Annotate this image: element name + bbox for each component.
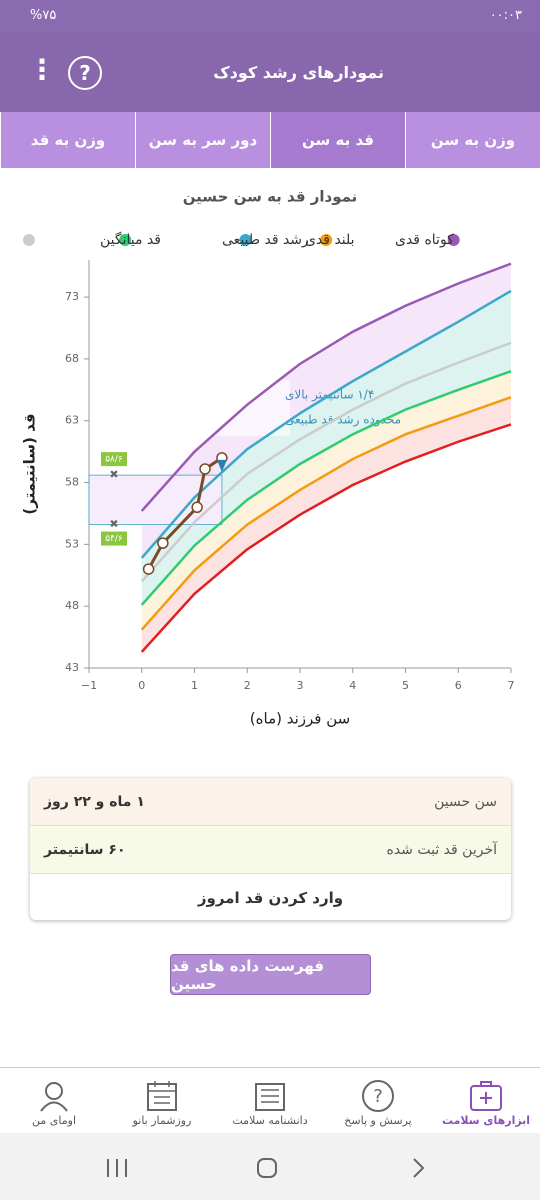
legend-swatch bbox=[447, 234, 460, 246]
band-fill bbox=[141, 371, 511, 630]
x-tick-label: 3 bbox=[297, 679, 304, 692]
x-tick-label: −1 bbox=[81, 679, 97, 692]
system-nav-icons bbox=[107, 1158, 425, 1178]
nav-label: ابزارهای سلامت bbox=[441, 1114, 531, 1127]
tab[interactable]: وزن به قد bbox=[0, 112, 135, 168]
x-tick-label: 1 bbox=[191, 679, 198, 692]
system-nav bbox=[0, 1133, 540, 1200]
nav-icon bbox=[470, 1081, 502, 1111]
range-label: ۵۸/۶ bbox=[105, 455, 123, 465]
app-header: ⋮ ? نمودارهای رشد کودک bbox=[0, 33, 540, 112]
battery: %۷۵ bbox=[30, 8, 57, 23]
nav-icon bbox=[147, 1081, 177, 1111]
legend-label: بلند قدی bbox=[305, 232, 355, 248]
bottom-nav: ابزارهای سلامت ? پرسش و پاسخ دانشنامه سل… bbox=[0, 1067, 540, 1133]
nav-label: پرسش و پاسخ bbox=[344, 1114, 412, 1127]
info-label: آخرین قد ثبت شده bbox=[386, 841, 498, 858]
x-tick-label: 6 bbox=[455, 679, 462, 692]
y-tick-label: 48 bbox=[65, 599, 79, 612]
range-marker: ✖ bbox=[109, 468, 118, 481]
nav-item[interactable]: ? پرسش و پاسخ bbox=[324, 1068, 432, 1133]
nav-label: دانشنامه سلامت bbox=[232, 1114, 308, 1127]
x-tick-label: 0 bbox=[138, 679, 145, 692]
info-value: ۶۰ سانتیمتر bbox=[44, 841, 126, 858]
clock: ۰۰:۰۳ bbox=[489, 8, 522, 23]
x-tick-label: 2 bbox=[244, 679, 251, 692]
y-tick-label: 68 bbox=[65, 352, 79, 365]
legend-label: کوتاه قدی bbox=[395, 232, 454, 248]
legend-swatch bbox=[119, 234, 132, 246]
tab-bar: وزن به قد دور سر به سن قد به سن وزن به س… bbox=[0, 112, 540, 168]
band-fill bbox=[141, 397, 511, 652]
reference-line bbox=[140, 423, 512, 653]
tab[interactable]: وزن به سن bbox=[405, 112, 540, 168]
range-tag bbox=[101, 452, 127, 467]
help-button[interactable]: ? bbox=[68, 56, 102, 90]
child-point bbox=[199, 463, 211, 475]
header-title: نمودارهای رشد کودک bbox=[213, 63, 384, 82]
info-value: ۱ ماه و ۲۲ روز bbox=[44, 793, 145, 810]
nav-label: اومای من bbox=[32, 1114, 76, 1127]
child-point bbox=[191, 501, 203, 514]
legend-swatch bbox=[23, 234, 35, 246]
chart: نمودار قد به سن حسینبلند قدی شدیدکوتاه ق… bbox=[21, 188, 515, 728]
nav-label: روزشمار بانو bbox=[132, 1114, 192, 1127]
y-axis-label: قد (سانتیمتر) bbox=[21, 413, 39, 514]
menu-button[interactable]: ⋮ bbox=[28, 53, 56, 86]
info-label: سن حسین bbox=[434, 793, 497, 810]
annotation: محدوده رشد قد طبیعی bbox=[285, 413, 401, 428]
tab-active[interactable]: قد به سن bbox=[270, 112, 405, 168]
x-tick-label: 7 bbox=[508, 679, 515, 692]
y-tick-label: 58 bbox=[65, 476, 79, 489]
x-tick-label: 4 bbox=[349, 679, 356, 692]
x-axis-label: سن فرزند (ماه) bbox=[250, 710, 350, 728]
info-card: سن حسین ۱ ماه و ۲۲ روز آخرین قد ثبت شده … bbox=[30, 778, 511, 920]
y-tick-label: 53 bbox=[65, 537, 79, 550]
y-tick-label: 63 bbox=[65, 414, 79, 427]
range-marker: ✖ bbox=[109, 518, 118, 531]
child-point bbox=[157, 537, 169, 549]
nav-icon bbox=[255, 1083, 285, 1111]
range-tag bbox=[101, 531, 127, 546]
legend-swatch bbox=[239, 234, 252, 246]
range-label: ۵۴/۶ bbox=[105, 534, 123, 544]
reference-line bbox=[140, 370, 512, 606]
nav-icon bbox=[40, 1082, 68, 1112]
list-button[interactable]: فهرست داده های قد حسین bbox=[170, 954, 371, 995]
chart-title: نمودار قد به سن حسین bbox=[183, 188, 358, 206]
nav-icon: ? bbox=[362, 1080, 394, 1112]
add-height-button[interactable]: وارد کردن قد امروز bbox=[197, 888, 344, 907]
y-tick-label: 73 bbox=[65, 290, 79, 303]
legend-label: قد میانگین bbox=[100, 231, 161, 248]
band-fill bbox=[141, 263, 511, 558]
info-row: آخرین قد ثبت شده ۶۰ سانتیمتر bbox=[30, 826, 511, 874]
reference-line bbox=[140, 289, 512, 559]
nav-item[interactable]: ابزارهای سلامت bbox=[432, 1068, 540, 1133]
legend-swatch bbox=[320, 234, 333, 246]
x-tick-label: 5 bbox=[402, 679, 409, 692]
tab[interactable]: دور سر به سن bbox=[135, 112, 270, 168]
legend-label: رشد قد طبیعی bbox=[222, 232, 309, 248]
nav-item[interactable]: اومای من bbox=[0, 1068, 108, 1133]
reference-line bbox=[140, 262, 512, 512]
nav-item[interactable]: دانشنامه سلامت bbox=[216, 1068, 324, 1133]
info-row: سن حسین ۱ ماه و ۲۲ روز bbox=[30, 778, 511, 826]
child-point bbox=[142, 563, 155, 575]
y-tick-label: 43 bbox=[65, 661, 79, 674]
latest-marker bbox=[216, 459, 227, 472]
reference-line bbox=[140, 396, 512, 631]
reference-line bbox=[140, 341, 512, 583]
status-bar: %۷۵ ۰۰:۰۳ bbox=[0, 0, 540, 33]
svg-text:?: ? bbox=[373, 1086, 383, 1107]
nav-item[interactable]: روزشمار بانو bbox=[108, 1068, 216, 1133]
